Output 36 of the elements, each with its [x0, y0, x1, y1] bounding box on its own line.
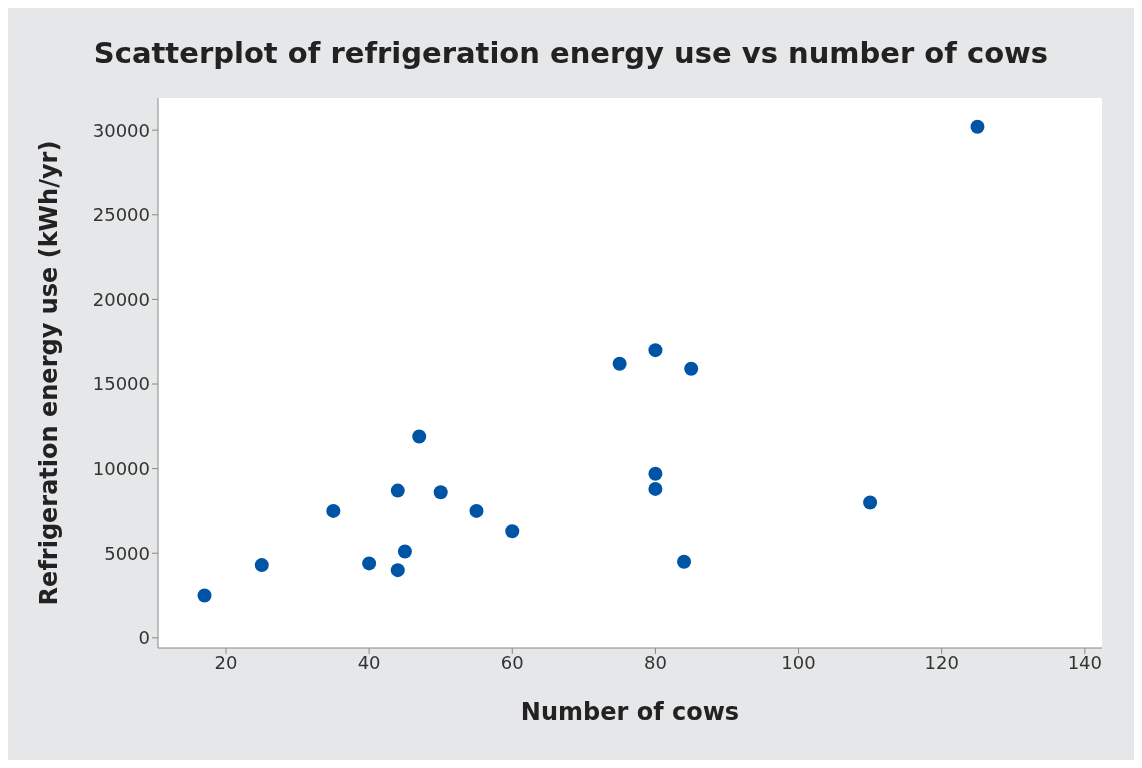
y-tick-label: 10000 [92, 458, 150, 480]
y-tick-label: 15000 [92, 373, 150, 395]
point [412, 429, 427, 444]
point [362, 556, 377, 571]
point [648, 481, 663, 496]
point [505, 524, 520, 539]
x-tick-label: 40 [357, 651, 381, 673]
x-tick-label: 20 [214, 651, 238, 673]
point [197, 588, 212, 603]
y-tick-label: 25000 [92, 204, 150, 226]
y-tick-label: 30000 [92, 119, 150, 141]
point [469, 503, 484, 518]
y-tick-label: 20000 [92, 288, 150, 310]
y-tick-label: 5000 [104, 542, 150, 564]
y-axis-title: Refrigeration energy use (kWh/yr) [34, 140, 63, 606]
point [397, 544, 412, 559]
x-tick-label: 140 [1067, 651, 1102, 673]
x-tick-label: 120 [924, 651, 959, 673]
point [648, 466, 663, 481]
point [390, 483, 405, 498]
point [326, 503, 341, 518]
x-tick-label: 80 [643, 651, 667, 673]
point [863, 495, 878, 510]
x-axis-title: Number of cows [520, 698, 740, 726]
x-tick-label: 60 [500, 651, 524, 673]
point [684, 361, 699, 376]
y-tick-label: 0 [138, 627, 150, 649]
x-tick-label: 100 [781, 651, 816, 673]
point [970, 119, 985, 134]
point [254, 558, 269, 573]
point [648, 343, 663, 358]
point [433, 485, 448, 500]
point [390, 563, 405, 578]
chart-title: Scatterplot of refrigeration energy use vs number of cows [92, 35, 1050, 72]
point [677, 554, 692, 569]
point [612, 356, 627, 371]
